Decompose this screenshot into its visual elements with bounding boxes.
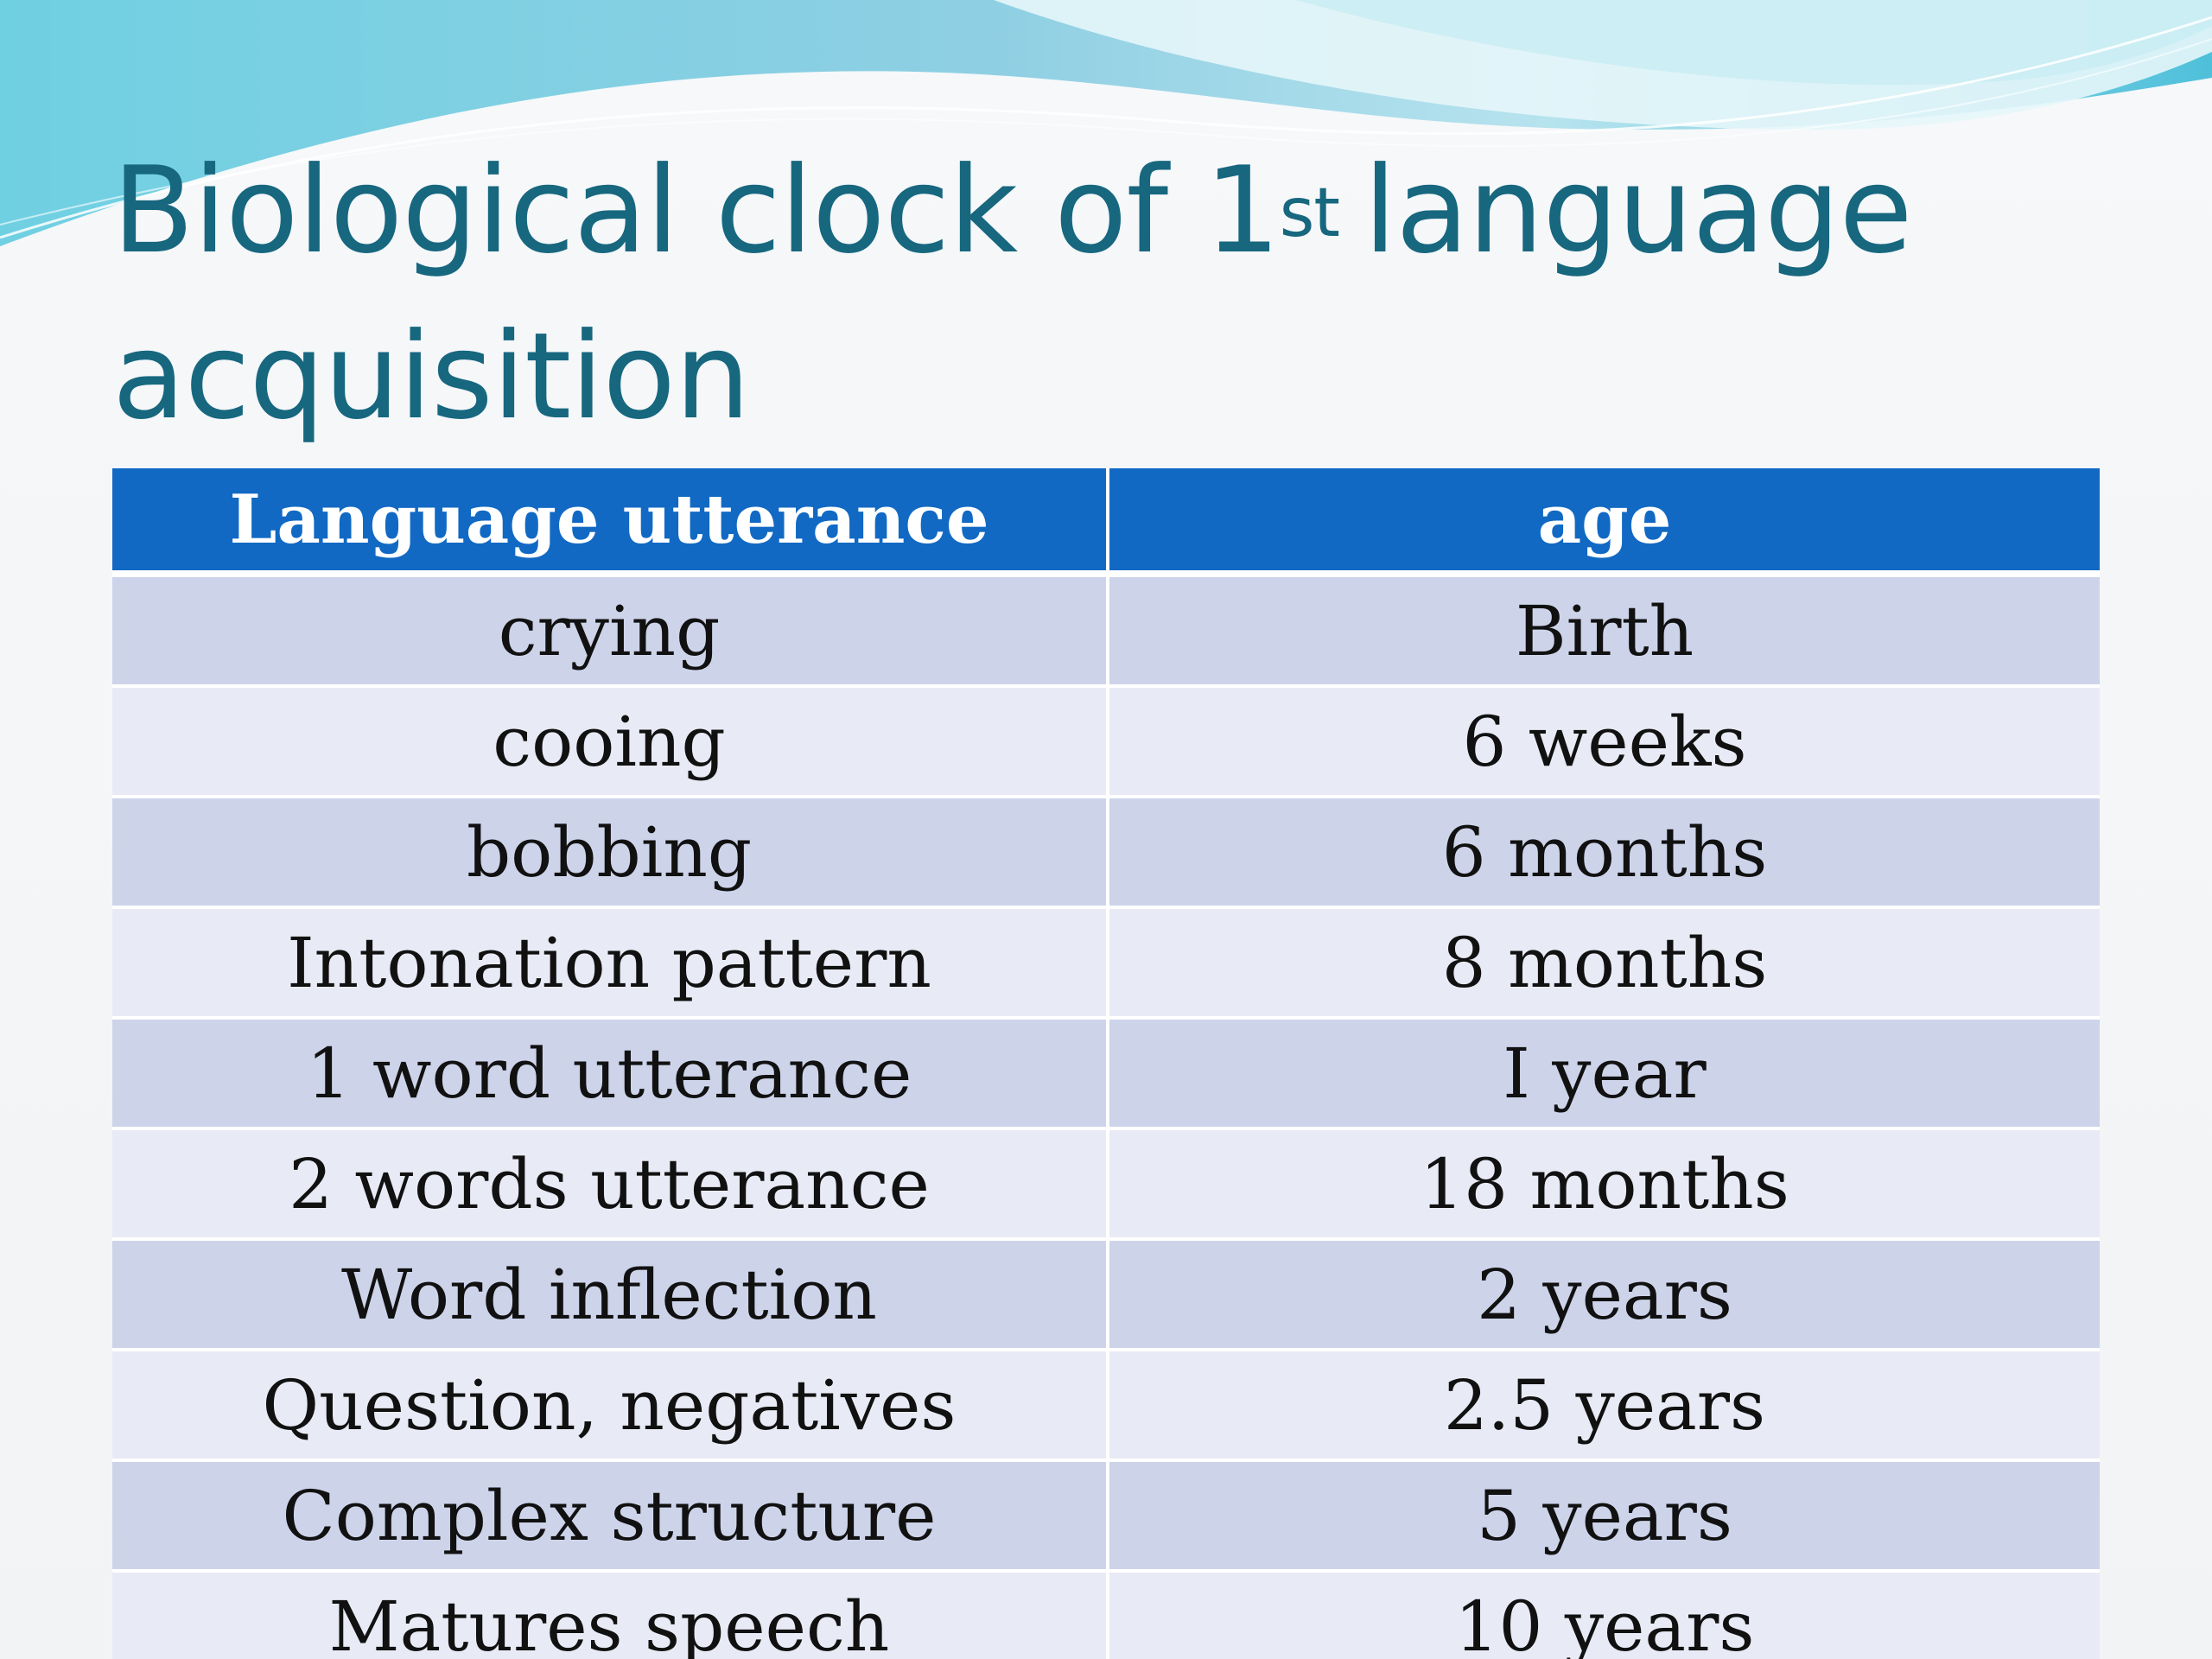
- title-superscript: st: [1279, 175, 1340, 252]
- age-cell: Birth: [1106, 577, 2100, 688]
- table-row: 1 word utterance I year: [112, 1020, 2100, 1130]
- decorative-wave: [0, 0, 2212, 246]
- utterance-cell: crying: [112, 577, 1106, 688]
- utterance-cell: Word inflection: [112, 1241, 1106, 1351]
- table-row: bobbing 6 months: [112, 798, 2100, 909]
- table-row: Intonation pattern 8 months: [112, 909, 2100, 1020]
- age-cell: 2.5 years: [1106, 1351, 2100, 1462]
- table-header-row: Language utterance age: [112, 468, 2100, 577]
- utterance-cell: 1 word utterance: [112, 1020, 1106, 1130]
- table-row: Complex structure 5 years: [112, 1462, 2100, 1573]
- language-acquisition-table: Language utterance age crying Birth cooi…: [112, 468, 2100, 1659]
- age-cell: 10 years: [1106, 1573, 2100, 1659]
- title-part-1: Biological clock of 1: [112, 141, 1281, 280]
- slide-title: Biological clock of 1st language acquisiti…: [112, 128, 2100, 460]
- header-age: age: [1106, 468, 2100, 577]
- age-cell: 18 months: [1106, 1130, 2100, 1241]
- title-line-2: acquisition: [112, 307, 750, 446]
- utterance-cell: bobbing: [112, 798, 1106, 909]
- table-row: 2 words utterance 18 months: [112, 1130, 2100, 1241]
- title-part-2: language: [1363, 141, 1912, 280]
- utterance-cell: Complex structure: [112, 1462, 1106, 1573]
- utterance-cell: Matures speech: [112, 1573, 1106, 1659]
- age-cell: 2 years: [1106, 1241, 2100, 1351]
- age-cell: 6 weeks: [1106, 688, 2100, 798]
- age-cell: 8 months: [1106, 909, 2100, 1020]
- header-language-utterance: Language utterance: [112, 468, 1106, 577]
- table-row: Matures speech 10 years: [112, 1573, 2100, 1659]
- utterance-cell: 2 words utterance: [112, 1130, 1106, 1241]
- table-row: cooing 6 weeks: [112, 688, 2100, 798]
- age-cell: 5 years: [1106, 1462, 2100, 1573]
- table-row: crying Birth: [112, 577, 2100, 688]
- utterance-cell: Question, negatives: [112, 1351, 1106, 1462]
- table-row: Word inflection 2 years: [112, 1241, 2100, 1351]
- age-cell: I year: [1106, 1020, 2100, 1130]
- utterance-cell: Intonation pattern: [112, 909, 1106, 1020]
- table-row: Question, negatives 2.5 years: [112, 1351, 2100, 1462]
- age-cell: 6 months: [1106, 798, 2100, 909]
- utterance-cell: cooing: [112, 688, 1106, 798]
